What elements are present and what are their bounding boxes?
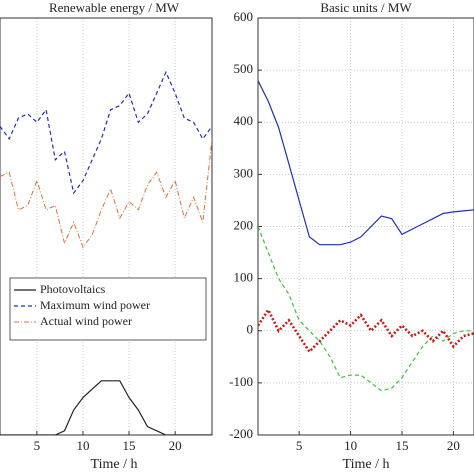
y-tick-label: 100	[234, 270, 254, 285]
x-tick-label: 10	[76, 438, 89, 453]
data-line	[0, 380, 212, 435]
x-axis-label: Time / h	[91, 457, 138, 472]
data-line	[0, 138, 212, 249]
x-tick-label: 15	[396, 438, 409, 453]
legend-label: Actual wind power	[40, 314, 132, 328]
series-group	[258, 80, 474, 392]
chart-title: Basic units / MW	[320, 0, 412, 15]
x-tick-label: 5	[34, 438, 41, 453]
data-line	[0, 70, 212, 195]
data-line	[258, 226, 474, 392]
x-tick-label: 20	[447, 438, 460, 453]
plot-frame	[0, 17, 213, 436]
y-tick-label: -100	[229, 374, 253, 389]
y-tick-label: 600	[234, 9, 254, 24]
x-tick-label: 5	[296, 438, 303, 453]
legend-box	[9, 277, 207, 341]
data-line	[258, 80, 474, 246]
legend-label: Maximum wind power	[40, 298, 150, 312]
y-tick-label: 0	[247, 322, 254, 337]
legend-label: Photovoltaics	[40, 282, 106, 296]
y-tick-label: 200	[234, 217, 254, 232]
y-tick-label: 300	[234, 165, 254, 180]
y-tick-label: -200	[229, 426, 253, 441]
y-tick-label: 400	[234, 113, 254, 128]
x-axis-label: Time / h	[343, 457, 390, 472]
x-tick-label: 20	[169, 438, 182, 453]
chart-title: Renewable energy / MW	[49, 0, 180, 15]
y-tick-label: 500	[234, 61, 254, 76]
x-tick-label: 15	[123, 438, 136, 453]
data-line	[258, 307, 474, 354]
series-group	[0, 70, 212, 435]
x-tick-label: 10	[344, 438, 357, 453]
